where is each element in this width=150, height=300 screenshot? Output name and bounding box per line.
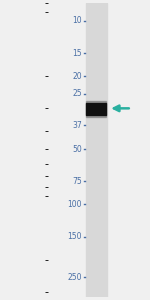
- Text: 15: 15: [73, 49, 82, 58]
- Text: 10: 10: [73, 16, 82, 25]
- Text: 25: 25: [73, 89, 82, 98]
- Text: 37: 37: [72, 121, 82, 130]
- Text: 150: 150: [68, 232, 82, 241]
- Text: 100: 100: [68, 200, 82, 209]
- Text: 50: 50: [72, 145, 82, 154]
- Text: 250: 250: [68, 273, 82, 282]
- Bar: [86, 100, 106, 117]
- Text: 20: 20: [73, 71, 82, 80]
- Bar: [86, 3, 106, 297]
- Text: 75: 75: [72, 177, 82, 186]
- Bar: [86, 103, 106, 115]
